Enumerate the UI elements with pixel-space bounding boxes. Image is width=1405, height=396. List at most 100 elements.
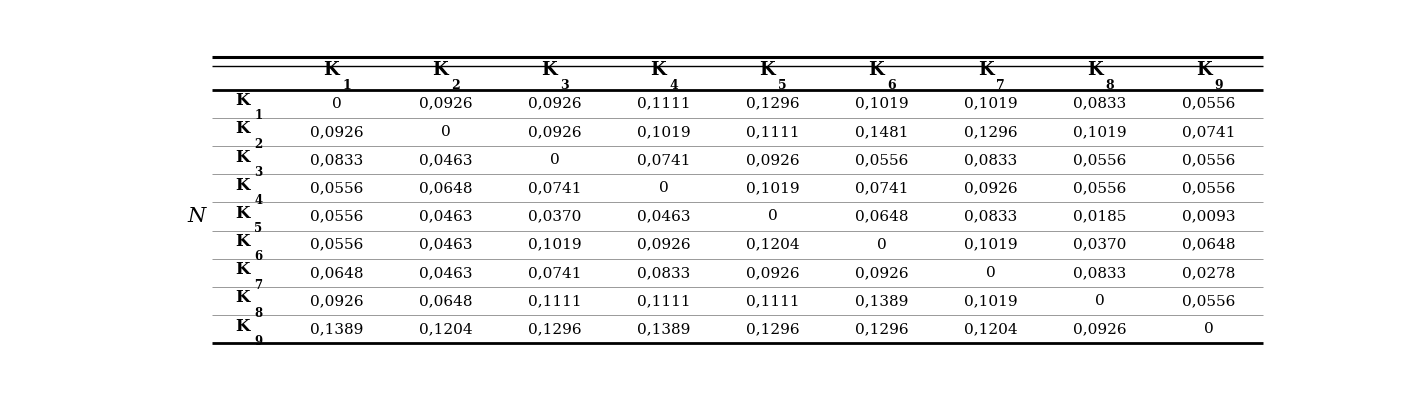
Text: K: K — [236, 261, 250, 278]
Text: 4: 4 — [254, 194, 263, 207]
Text: K: K — [236, 318, 250, 335]
Text: 0,0926: 0,0926 — [419, 97, 472, 111]
Text: K: K — [236, 205, 250, 222]
Text: 0,0926: 0,0926 — [746, 266, 799, 280]
Text: 8: 8 — [254, 307, 263, 320]
Text: K: K — [236, 233, 250, 250]
Text: 3: 3 — [561, 79, 569, 92]
Text: 0,0648: 0,0648 — [1182, 238, 1235, 251]
Text: 0,1389: 0,1389 — [856, 294, 909, 308]
Text: K: K — [236, 120, 250, 137]
Text: 0,0741: 0,0741 — [1182, 125, 1235, 139]
Text: 0,0926: 0,0926 — [746, 153, 799, 167]
Text: 0,1111: 0,1111 — [746, 294, 799, 308]
Text: 0,0463: 0,0463 — [419, 266, 472, 280]
Text: 4: 4 — [669, 79, 679, 92]
Text: 9: 9 — [254, 335, 263, 348]
Text: 0,1019: 0,1019 — [636, 125, 691, 139]
Text: 0,0741: 0,0741 — [528, 266, 582, 280]
Text: 0,1019: 0,1019 — [964, 238, 1017, 251]
Text: 0,1296: 0,1296 — [964, 125, 1017, 139]
Text: N: N — [187, 207, 205, 226]
Text: K: K — [323, 61, 339, 79]
Text: 0,0556: 0,0556 — [1073, 153, 1127, 167]
Text: 0,0926: 0,0926 — [528, 125, 582, 139]
Text: 8: 8 — [1106, 79, 1114, 92]
Text: 0: 0 — [441, 125, 451, 139]
Text: 0: 0 — [659, 181, 669, 195]
Text: 5: 5 — [254, 222, 263, 235]
Text: 0,0926: 0,0926 — [528, 97, 582, 111]
Text: 0,1389: 0,1389 — [311, 322, 364, 336]
Text: K: K — [651, 61, 666, 79]
Text: 0,1296: 0,1296 — [528, 322, 582, 336]
Text: 7: 7 — [996, 79, 1005, 92]
Text: 0,1111: 0,1111 — [636, 97, 691, 111]
Text: 0,0370: 0,0370 — [528, 209, 582, 223]
Text: K: K — [1086, 61, 1103, 79]
Text: 0,1111: 0,1111 — [746, 125, 799, 139]
Text: 0,0833: 0,0833 — [964, 209, 1017, 223]
Text: 0: 0 — [1204, 322, 1214, 336]
Text: 0,0463: 0,0463 — [419, 209, 472, 223]
Text: 7: 7 — [254, 278, 263, 291]
Text: 1: 1 — [343, 79, 351, 92]
Text: 0,0926: 0,0926 — [636, 238, 691, 251]
Text: K: K — [236, 289, 250, 307]
Text: 0,0093: 0,0093 — [1182, 209, 1235, 223]
Text: 0,0556: 0,0556 — [1182, 153, 1235, 167]
Text: 0,0741: 0,0741 — [856, 181, 909, 195]
Text: 0,0833: 0,0833 — [638, 266, 690, 280]
Text: K: K — [868, 61, 884, 79]
Text: K: K — [236, 177, 250, 194]
Text: 0,0556: 0,0556 — [856, 153, 909, 167]
Text: 0,0741: 0,0741 — [528, 181, 582, 195]
Text: 0,0926: 0,0926 — [856, 266, 909, 280]
Text: 0,0833: 0,0833 — [964, 153, 1017, 167]
Text: 0,1296: 0,1296 — [746, 322, 799, 336]
Text: 0,0556: 0,0556 — [311, 238, 364, 251]
Text: 0,1204: 0,1204 — [964, 322, 1017, 336]
Text: 1: 1 — [254, 109, 263, 122]
Text: 0,0741: 0,0741 — [636, 153, 691, 167]
Text: 0,1481: 0,1481 — [856, 125, 909, 139]
Text: 0,0833: 0,0833 — [1073, 97, 1127, 111]
Text: 0: 0 — [986, 266, 996, 280]
Text: 0: 0 — [549, 153, 559, 167]
Text: 0,0833: 0,0833 — [1073, 266, 1127, 280]
Text: K: K — [433, 61, 448, 79]
Text: 0,0463: 0,0463 — [419, 238, 472, 251]
Text: 2: 2 — [254, 137, 263, 150]
Text: 0,0926: 0,0926 — [964, 181, 1017, 195]
Text: 0,1389: 0,1389 — [638, 322, 690, 336]
Text: 0: 0 — [332, 97, 341, 111]
Text: 0: 0 — [1094, 294, 1104, 308]
Text: 0,0556: 0,0556 — [1073, 181, 1127, 195]
Text: 0,0185: 0,0185 — [1073, 209, 1127, 223]
Text: 0: 0 — [769, 209, 778, 223]
Text: K: K — [760, 61, 776, 79]
Text: 0,1019: 0,1019 — [964, 97, 1017, 111]
Text: 0,1111: 0,1111 — [528, 294, 582, 308]
Text: 0,1204: 0,1204 — [746, 238, 799, 251]
Text: K: K — [236, 92, 250, 109]
Text: K: K — [541, 61, 558, 79]
Text: 0,0926: 0,0926 — [311, 294, 364, 308]
Text: 0,0648: 0,0648 — [856, 209, 909, 223]
Text: 0,0556: 0,0556 — [1182, 294, 1235, 308]
Text: 0,0556: 0,0556 — [1182, 97, 1235, 111]
Text: 0,0556: 0,0556 — [311, 181, 364, 195]
Text: 0,1019: 0,1019 — [964, 294, 1017, 308]
Text: 0,1296: 0,1296 — [856, 322, 909, 336]
Text: 0,1019: 0,1019 — [856, 97, 909, 111]
Text: K: K — [1196, 61, 1211, 79]
Text: K: K — [236, 148, 250, 166]
Text: 0,1296: 0,1296 — [746, 97, 799, 111]
Text: 0,0463: 0,0463 — [636, 209, 691, 223]
Text: 0,1019: 0,1019 — [528, 238, 582, 251]
Text: 0,0278: 0,0278 — [1182, 266, 1235, 280]
Text: K: K — [978, 61, 993, 79]
Text: 0,0648: 0,0648 — [419, 181, 472, 195]
Text: 0,0926: 0,0926 — [1073, 322, 1127, 336]
Text: 0: 0 — [877, 238, 887, 251]
